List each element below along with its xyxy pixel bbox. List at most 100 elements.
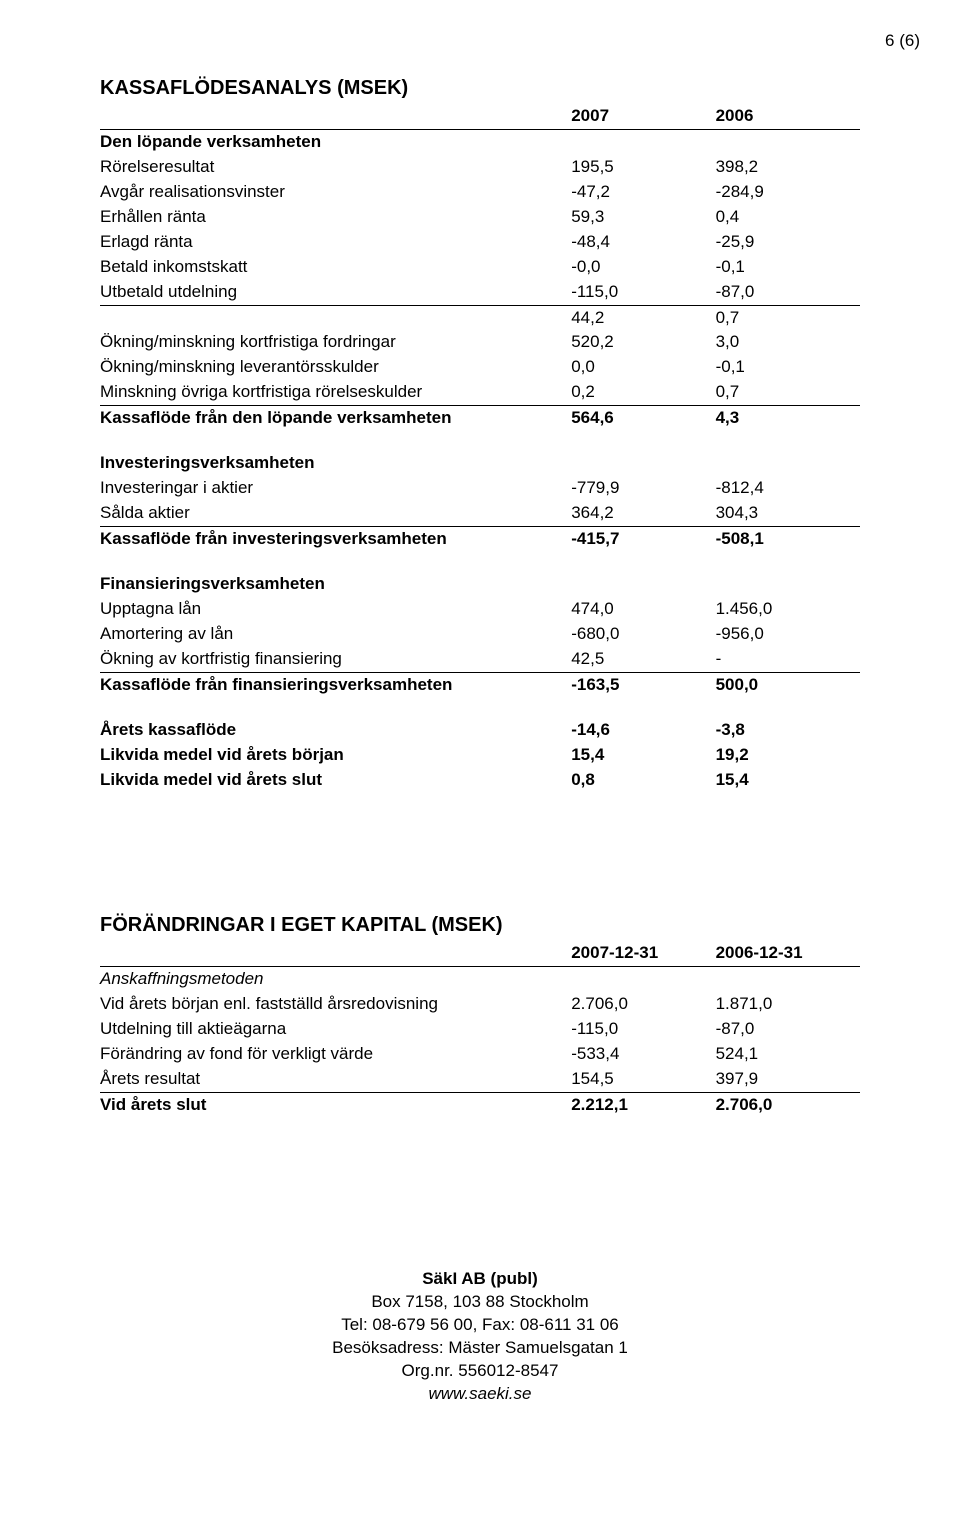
summary-row: Likvida medel vid årets början15,419,2 [100,743,860,768]
total-value: 500,0 [716,672,860,697]
row-value: -48,4 [571,230,715,255]
row-value: 2.706,0 [571,992,715,1017]
total-value: -163,5 [571,672,715,697]
table-row: Avgår realisationsvinster-47,2-284,9 [100,180,860,205]
row-value: -812,4 [716,476,860,501]
table-header-row: 2007-12-312006-12-31 [100,941,860,966]
total-label: Kassaflöde från finansieringsverksamhete… [100,672,571,697]
footer-org: Org.nr. 556012-8547 [100,1360,860,1383]
row-value: 0,0 [571,355,715,380]
table-row: Investeringar i aktier-779,9-812,4 [100,476,860,501]
group-header: Finansieringsverksamheten [100,572,860,597]
total-value: 564,6 [571,406,715,431]
table-row: Erlagd ränta-48,4-25,9 [100,230,860,255]
row-value: 154,5 [571,1067,715,1092]
summary-value: 15,4 [716,768,860,793]
row-label: Ökning/minskning kortfristiga fordringar [100,330,571,355]
row-value: 364,2 [571,501,715,526]
row-label: Rörelseresultat [100,155,571,180]
row-label: Utbetald utdelning [100,280,571,305]
row-value: 474,0 [571,597,715,622]
section-title-egetkapital: FÖRÄNDRINGAR I EGET KAPITAL (MSEK) [100,912,860,939]
group-header-label: Den löpande verksamheten [100,129,571,154]
col-header: 2007 [571,104,715,129]
summary-value: -3,8 [716,718,860,743]
group-header: Den löpande verksamheten [100,129,860,154]
page: 6 (6) KASSAFLÖDESANALYS (MSEK) 20072006D… [0,0,960,1519]
row-value: -0,1 [716,355,860,380]
table-row: Minskning övriga kortfristiga rörelsesku… [100,380,860,405]
total-row: Vid årets slut2.212,12.706,0 [100,1093,860,1118]
row-value: 520,2 [571,330,715,355]
table-row: Betald inkomstskatt-0,0-0,1 [100,255,860,280]
subheader-row: Anskaffningsmetoden [100,967,860,992]
row-label: Erhållen ränta [100,205,571,230]
group-total-row: Kassaflöde från finansieringsverksamhete… [100,672,860,697]
row-value: -0,0 [571,255,715,280]
row-value: 524,1 [716,1042,860,1067]
row-label: Utdelning till aktieägarna [100,1017,571,1042]
total-value: 4,3 [716,406,860,431]
row-value: 44,2 [571,305,715,330]
row-value: -779,9 [571,476,715,501]
group-total-row: Kassaflöde från den löpande verksamheten… [100,406,860,431]
row-value: 0,4 [716,205,860,230]
total-label: Vid årets slut [100,1093,571,1118]
row-label: Sålda aktier [100,501,571,526]
row-label: Erlagd ränta [100,230,571,255]
footer-block: SäkI AB (publ) Box 7158, 103 88 Stockhol… [100,1268,860,1406]
col-header: 2007-12-31 [571,941,715,966]
table-row: Amortering av lån-680,0-956,0 [100,622,860,647]
group-header-label: Investeringsverksamheten [100,451,571,476]
summary-value: 15,4 [571,743,715,768]
col-header: 2006-12-31 [716,941,860,966]
footer-web-link[interactable]: www.saeki.se [429,1384,532,1403]
row-label: Minskning övriga kortfristiga rörelsesku… [100,380,571,405]
subheader-label: Anskaffningsmetoden [100,967,571,992]
table-row: Ökning/minskning leverantörsskulder0,0-0… [100,355,860,380]
row-value: -533,4 [571,1042,715,1067]
row-label: Ökning av kortfristig finansiering [100,647,571,672]
group-header: Investeringsverksamheten [100,451,860,476]
table-row: Utbetald utdelning-115,0-87,0 [100,280,860,305]
col-header: 2006 [716,104,860,129]
summary-label: Likvida medel vid årets början [100,743,571,768]
total-value: 2.212,1 [571,1093,715,1118]
row-value: 1.871,0 [716,992,860,1017]
row-value: -680,0 [571,622,715,647]
summary-row: Årets kassaflöde-14,6-3,8 [100,718,860,743]
footer-address: Box 7158, 103 88 Stockholm [100,1291,860,1314]
row-label: Förändring av fond för verkligt värde [100,1042,571,1067]
summary-label: Årets kassaflöde [100,718,571,743]
table-row: Utdelning till aktieägarna-115,0-87,0 [100,1017,860,1042]
footer-tel: Tel: 08-679 56 00, Fax: 08-611 31 06 [100,1314,860,1337]
footer-company: SäkI AB (publ) [422,1269,538,1288]
group-header-label: Finansieringsverksamheten [100,572,571,597]
row-value: - [716,647,860,672]
table-row: Sålda aktier364,2304,3 [100,501,860,526]
row-value: 304,3 [716,501,860,526]
row-value: 0,2 [571,380,715,405]
table-row: Ökning/minskning kortfristiga fordringar… [100,330,860,355]
row-value: -47,2 [571,180,715,205]
row-value: -284,9 [716,180,860,205]
summary-value: 0,8 [571,768,715,793]
group-total-row: Kassaflöde från investeringsverksamheten… [100,527,860,552]
table-row: Upptagna lån474,01.456,0 [100,597,860,622]
section-title-kassaflode: KASSAFLÖDESANALYS (MSEK) [100,75,860,102]
row-value: -115,0 [571,1017,715,1042]
total-value: 2.706,0 [716,1093,860,1118]
row-value: 0,7 [716,305,860,330]
table-row: Rörelseresultat195,5398,2 [100,155,860,180]
total-value: -415,7 [571,527,715,552]
summary-label: Likvida medel vid årets slut [100,768,571,793]
table-row: Erhållen ränta59,30,4 [100,205,860,230]
total-value: -508,1 [716,527,860,552]
table-row: Vid årets början enl. fastställd årsredo… [100,992,860,1017]
total-label: Kassaflöde från den löpande verksamheten [100,406,571,431]
row-value: 59,3 [571,205,715,230]
kassaflode-table: 20072006 Den löpande verksamhetenRörelser… [100,104,860,792]
row-value: 195,5 [571,155,715,180]
row-label: Ökning/minskning leverantörsskulder [100,355,571,380]
row-value: 0,7 [716,380,860,405]
